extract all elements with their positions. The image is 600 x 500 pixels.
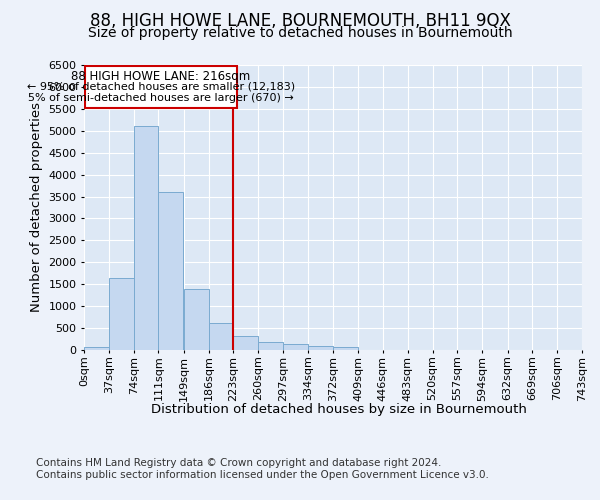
Y-axis label: Number of detached properties: Number of detached properties [29, 102, 43, 312]
Text: 88 HIGH HOWE LANE: 216sqm: 88 HIGH HOWE LANE: 216sqm [71, 70, 250, 82]
Bar [308, 346, 332, 350]
Bar [334, 348, 358, 350]
Text: Contains public sector information licensed under the Open Government Licence v3: Contains public sector information licen… [36, 470, 489, 480]
Bar [283, 344, 308, 350]
Text: Size of property relative to detached houses in Bournemouth: Size of property relative to detached ho… [88, 26, 512, 40]
Bar [158, 192, 183, 350]
Bar [209, 323, 233, 350]
FancyBboxPatch shape [85, 66, 237, 108]
Bar [134, 126, 158, 350]
Bar [233, 336, 258, 350]
Text: ← 95% of detached houses are smaller (12,183): ← 95% of detached houses are smaller (12… [26, 82, 295, 92]
Text: 5% of semi-detached houses are larger (670) →: 5% of semi-detached houses are larger (6… [28, 92, 293, 102]
Text: 88, HIGH HOWE LANE, BOURNEMOUTH, BH11 9QX: 88, HIGH HOWE LANE, BOURNEMOUTH, BH11 9Q… [89, 12, 511, 30]
Text: Contains HM Land Registry data © Crown copyright and database right 2024.: Contains HM Land Registry data © Crown c… [36, 458, 442, 468]
Text: Distribution of detached houses by size in Bournemouth: Distribution of detached houses by size … [151, 402, 527, 415]
Bar [109, 278, 134, 350]
Bar [258, 342, 283, 350]
Bar [84, 348, 109, 350]
Bar [184, 288, 209, 350]
